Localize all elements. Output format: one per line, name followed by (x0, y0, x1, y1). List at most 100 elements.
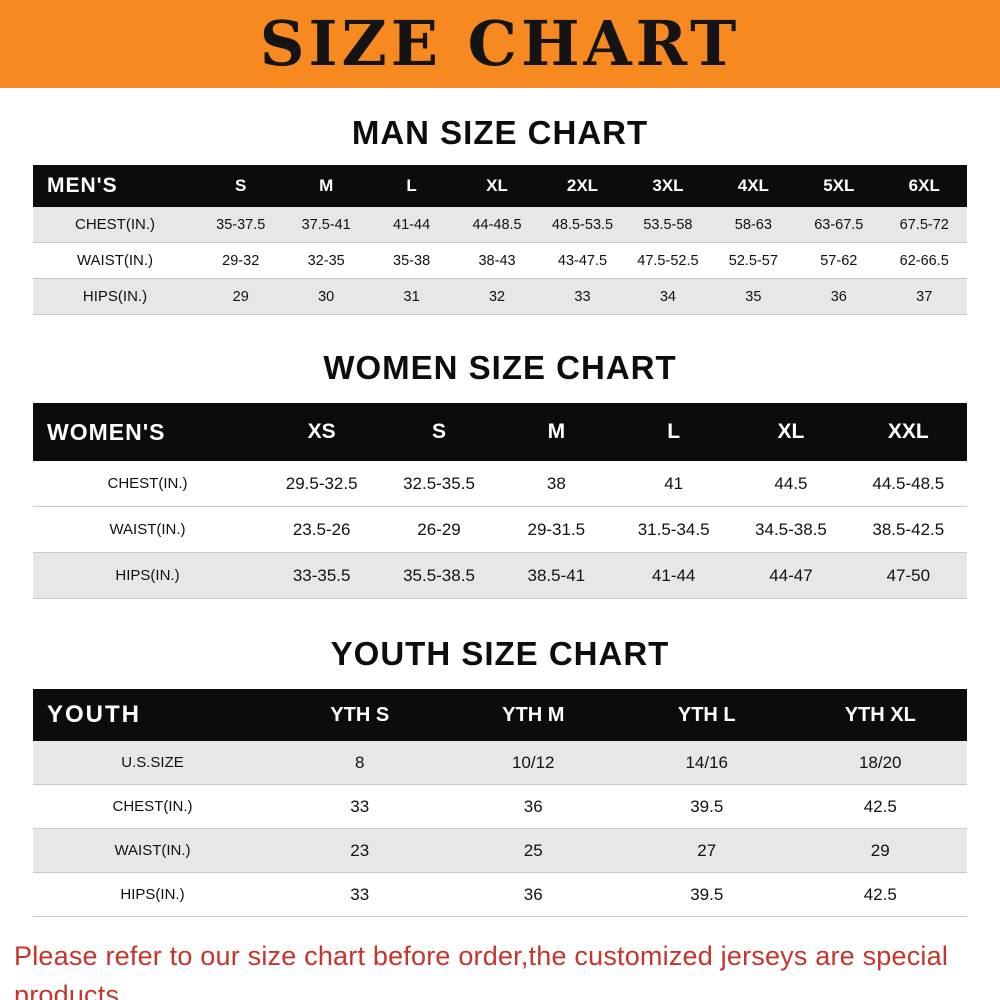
value-cell: 62-66.5 (881, 242, 967, 279)
size-header-cell: XL (732, 403, 850, 461)
value-cell: 44.5 (732, 461, 850, 507)
table-title-cell: YOUTH (33, 689, 273, 741)
youth-section-heading: YOUTH SIZE CHART (330, 635, 670, 672)
value-cell: 53.5-58 (625, 207, 711, 243)
value-cell: 8 (273, 741, 447, 785)
men-size-table: MEN'S S M L XL 2XL 3XL 4XL 5XL 6XL CHEST(IN.) 35-37… (33, 165, 967, 315)
value-cell: 23.5-26 (263, 506, 381, 553)
value-cell: 39.5 (620, 872, 794, 917)
table-row: WAIST(IN.) 23.5-26 26-29 29-31.5 31.5-34.5 34… (33, 506, 967, 553)
size-header-cell: M (283, 165, 369, 207)
value-cell: 63-67.5 (796, 207, 882, 243)
size-header-cell: L (614, 403, 733, 461)
footer-note: Please refer to our size chart before or… (14, 937, 986, 1000)
value-cell: 35-37.5 (198, 207, 284, 243)
value-cell: 14/16 (620, 741, 794, 785)
value-cell: 34 (625, 278, 711, 315)
value-cell: 41-44 (614, 552, 733, 599)
value-cell: 36 (446, 784, 620, 829)
women-size-table: WOMEN'S XS S M L XL XXL CHEST(IN.) 29.5-32.5 32.5… (33, 403, 967, 599)
measure-label-cell: CHEST(IN.) (33, 207, 198, 243)
value-cell: 67.5-72 (881, 207, 967, 243)
size-header-cell: L (368, 165, 455, 207)
value-cell: 33 (273, 784, 447, 829)
size-header-cell: 4XL (710, 165, 797, 207)
value-cell: 23 (273, 828, 447, 873)
value-cell: 57-62 (796, 242, 882, 279)
value-cell: 35 (710, 278, 797, 315)
value-cell: 52.5-57 (710, 242, 797, 279)
value-cell: 26-29 (380, 506, 498, 553)
table-header-row: YOUTH YTH S YTH M YTH L YTH XL (33, 689, 967, 741)
measure-label-cell: HIPS(IN.) (33, 872, 273, 917)
size-header-cell: XXL (849, 403, 967, 461)
value-cell: 33-35.5 (263, 552, 381, 599)
value-cell: 27 (620, 828, 794, 873)
value-cell: 35-38 (368, 242, 455, 279)
value-cell: 38-43 (454, 242, 540, 279)
table-row: CHEST(IN.) 29.5-32.5 32.5-35.5 38 41 44.5 44.5… (33, 461, 967, 507)
value-cell: 29 (198, 278, 284, 315)
women-section-heading: WOMEN SIZE CHART (323, 349, 677, 386)
value-cell: 30 (283, 278, 369, 315)
size-header-cell: 5XL (796, 165, 882, 207)
measure-label-cell: WAIST(IN.) (33, 242, 198, 279)
table-row: U.S.SIZE 8 10/12 14/16 18/20 (33, 741, 967, 785)
value-cell: 32 (454, 278, 540, 315)
measure-label-cell: HIPS(IN.) (33, 278, 198, 315)
value-cell: 47-50 (849, 552, 967, 599)
measure-label-cell: U.S.SIZE (33, 741, 273, 785)
size-header-cell: YTH L (620, 689, 794, 741)
value-cell: 38.5-41 (497, 552, 615, 599)
value-cell: 33 (539, 278, 626, 315)
measure-label-cell: HIPS(IN.) (33, 552, 263, 599)
value-cell: 42.5 (793, 784, 967, 829)
table-header-row: WOMEN'S XS S M L XL XXL (33, 403, 967, 461)
size-header-cell: XS (263, 403, 381, 461)
value-cell: 38.5-42.5 (849, 506, 967, 553)
size-header-cell: 6XL (881, 165, 967, 207)
value-cell: 44.5-48.5 (849, 461, 967, 507)
value-cell: 32-35 (283, 242, 369, 279)
measure-label-cell: WAIST(IN.) (33, 828, 273, 873)
men-section-heading: MAN SIZE CHART (351, 114, 649, 151)
size-header-cell: M (497, 403, 615, 461)
size-header-cell: YTH XL (793, 689, 967, 741)
value-cell: 44-48.5 (454, 207, 540, 243)
size-header-cell: S (198, 165, 284, 207)
value-cell: 31 (368, 278, 455, 315)
footer-note-line1: Please refer to our size chart before or… (14, 941, 949, 1000)
value-cell: 34.5-38.5 (732, 506, 850, 553)
value-cell: 29-32 (198, 242, 284, 279)
value-cell: 38 (497, 461, 615, 507)
table-row: HIPS(IN.) 33-35.5 35.5-38.5 38.5-41 41-44 44-… (33, 552, 967, 599)
size-header-cell: S (380, 403, 498, 461)
value-cell: 36 (446, 872, 620, 917)
size-header-cell: XL (454, 165, 540, 207)
value-cell: 36 (796, 278, 882, 315)
table-header-row: MEN'S S M L XL 2XL 3XL 4XL 5XL 6XL (33, 165, 967, 207)
table-title-cell: MEN'S (33, 165, 198, 207)
measure-label-cell: CHEST(IN.) (33, 461, 263, 507)
value-cell: 35.5-38.5 (380, 552, 498, 599)
table-row: HIPS(IN.) 33 36 39.5 42.5 (33, 872, 967, 917)
page-title: SIZE CHART (259, 7, 741, 80)
value-cell: 44-47 (732, 552, 850, 599)
size-header-cell: YTH M (446, 689, 620, 741)
table-row: CHEST(IN.) 33 36 39.5 42.5 (33, 784, 967, 829)
value-cell: 32.5-35.5 (380, 461, 498, 507)
value-cell: 42.5 (793, 872, 967, 917)
size-header-cell: YTH S (273, 689, 447, 741)
value-cell: 37.5-41 (283, 207, 369, 243)
measure-label-cell: WAIST(IN.) (33, 506, 263, 553)
value-cell: 41 (614, 461, 733, 507)
value-cell: 41-44 (368, 207, 455, 243)
value-cell: 47.5-52.5 (625, 242, 711, 279)
value-cell: 48.5-53.5 (539, 207, 626, 243)
table-row: WAIST(IN.) 23 25 27 29 (33, 828, 967, 873)
value-cell: 33 (273, 872, 447, 917)
value-cell: 25 (446, 828, 620, 873)
youth-size-table: YOUTH YTH S YTH M YTH L YTH XL U.S.SIZE 8 10/12… (33, 689, 967, 917)
size-header-cell: 2XL (539, 165, 626, 207)
